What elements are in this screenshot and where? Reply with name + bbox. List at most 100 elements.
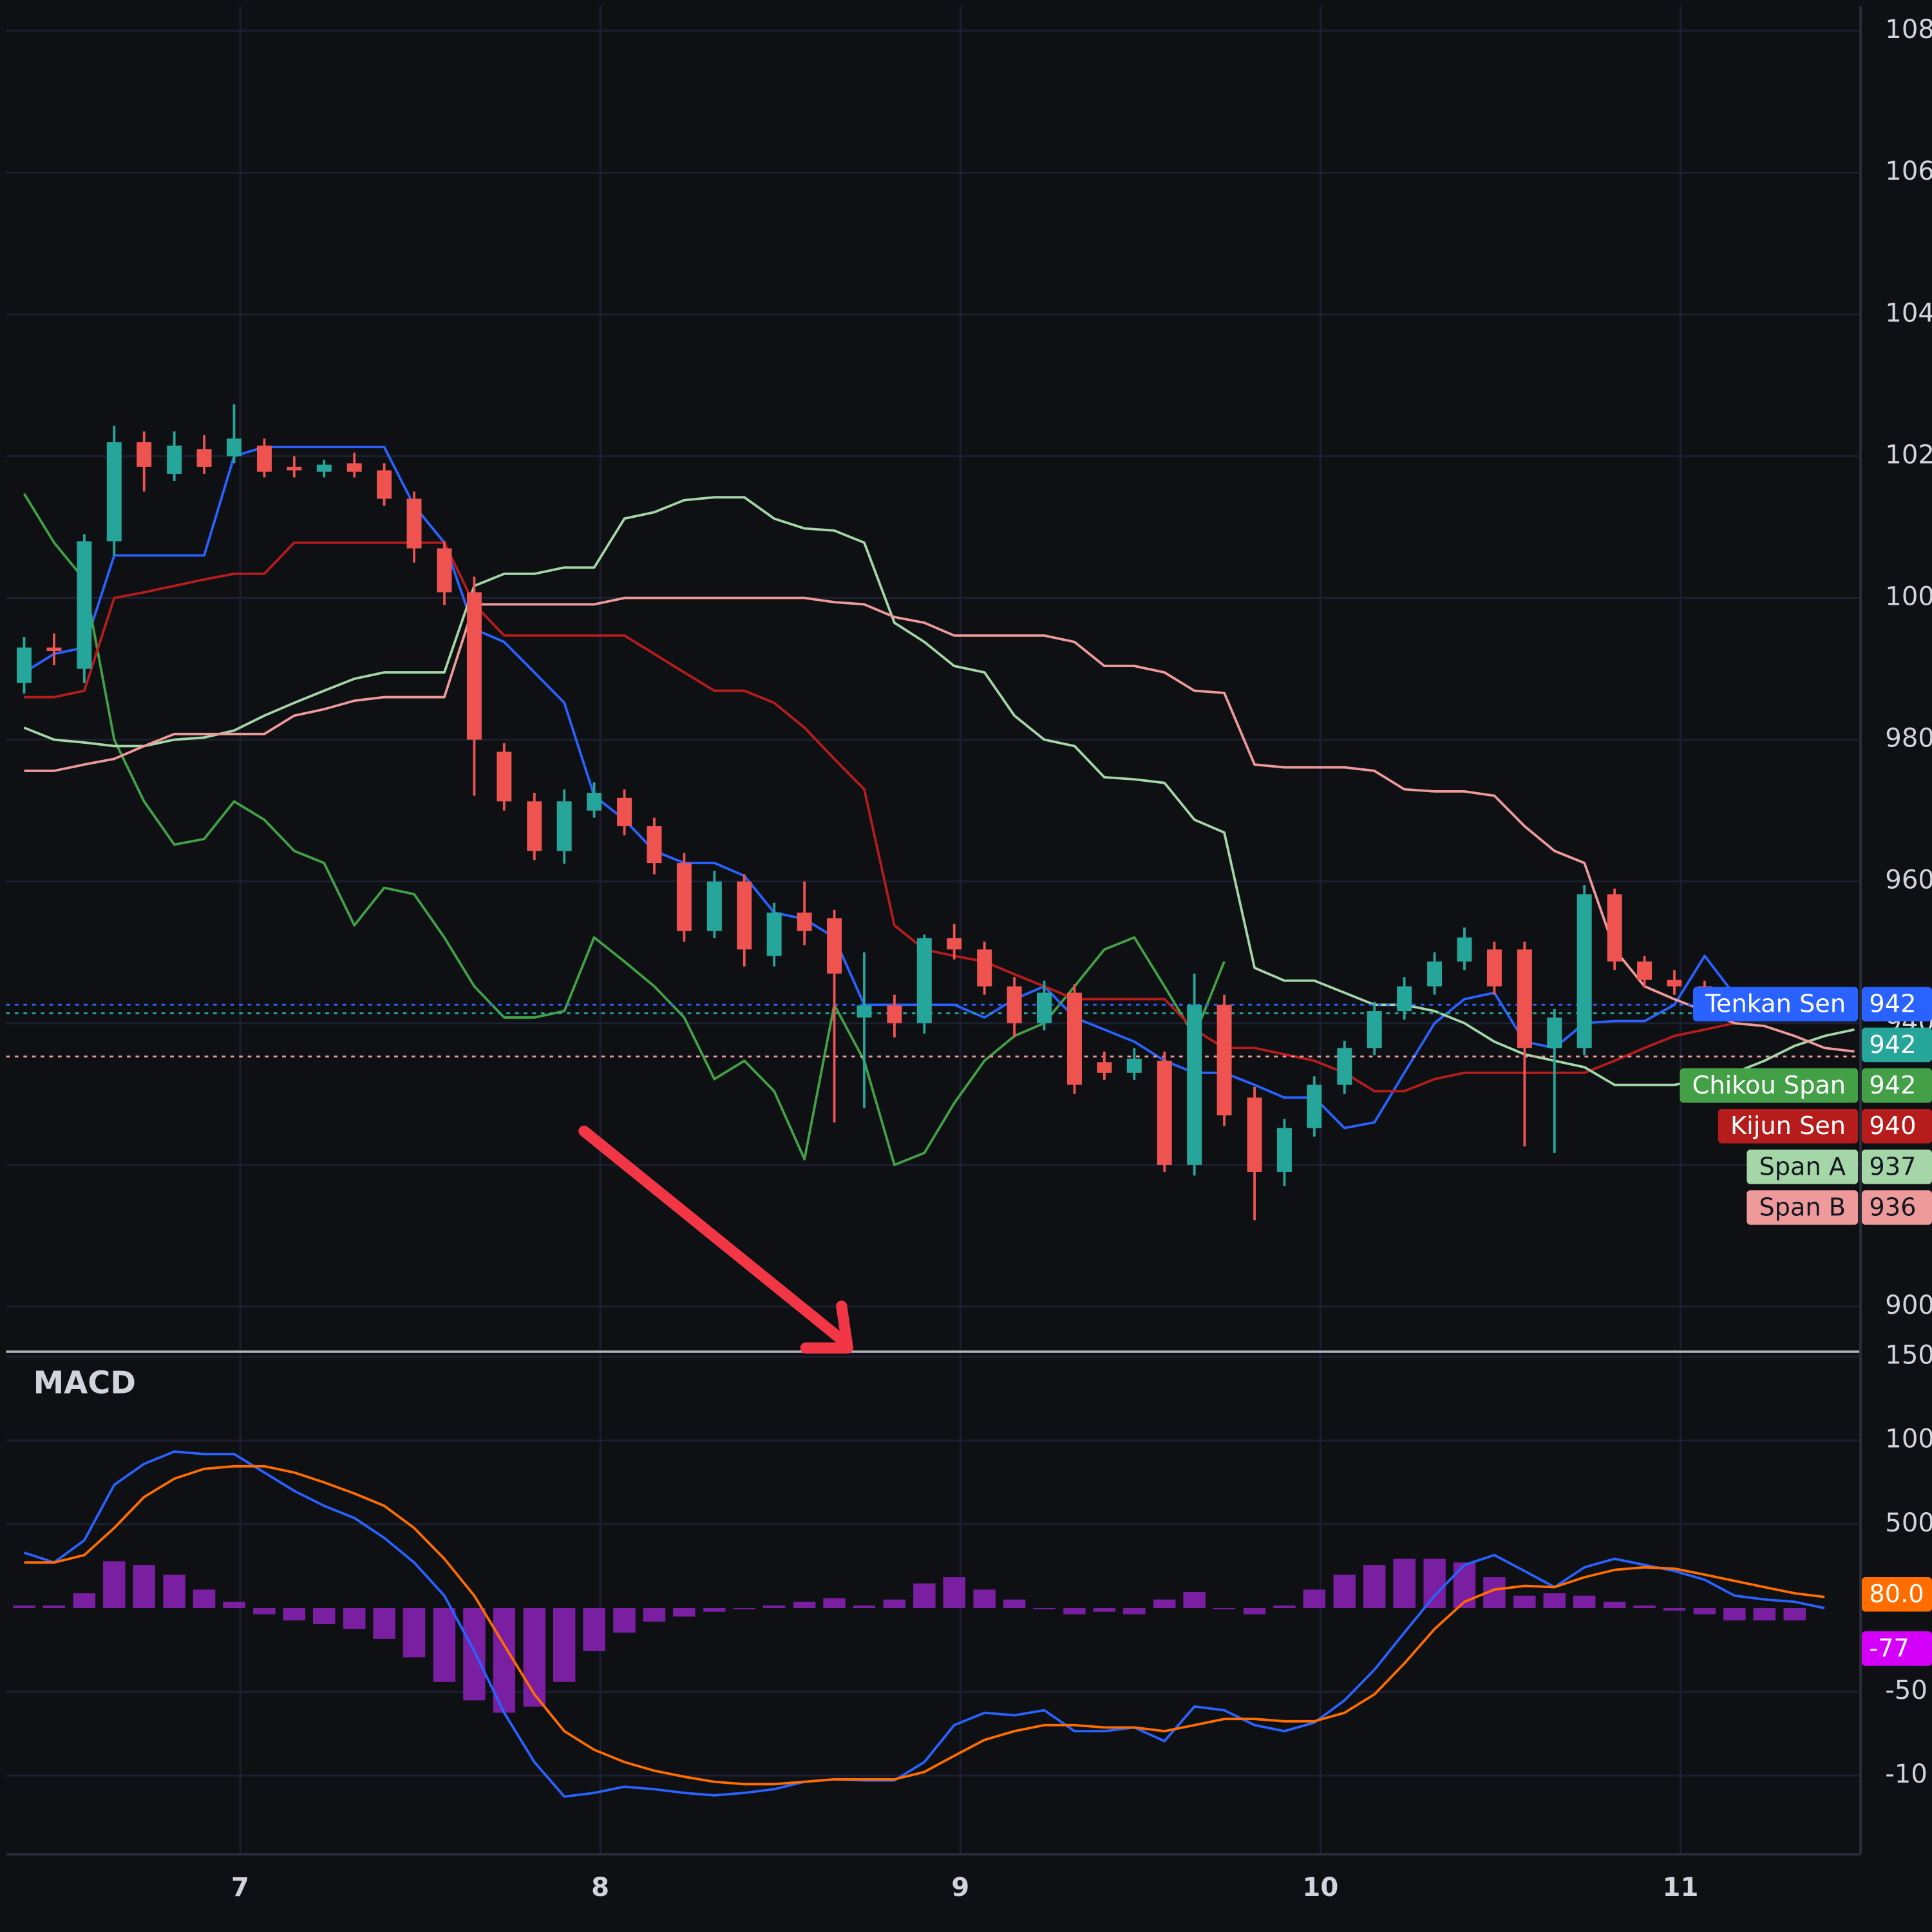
histogram-bar bbox=[1003, 1599, 1026, 1608]
histogram-bar bbox=[1183, 1591, 1206, 1608]
name-tag-bg bbox=[1692, 987, 1859, 1022]
candle-body bbox=[1607, 894, 1622, 962]
histogram-bar bbox=[1573, 1595, 1596, 1608]
histogram-bar bbox=[1333, 1575, 1356, 1608]
macd-line bbox=[24, 1464, 1825, 1786]
histogram-bar bbox=[402, 1607, 426, 1658]
candle-body bbox=[346, 463, 362, 472]
price-tags: 942 Tenkan Sen 942 942 Chikou Span 940 Kijun S… bbox=[1680, 987, 1932, 1666]
histogram-bar bbox=[193, 1589, 216, 1608]
histogram-bar bbox=[13, 1605, 35, 1608]
value-tag: 940 bbox=[1869, 1112, 1916, 1141]
histogram-bar bbox=[913, 1583, 936, 1608]
candle-body bbox=[167, 445, 182, 474]
histogram-bar bbox=[163, 1575, 185, 1608]
candle-body bbox=[766, 913, 782, 956]
value-tag: -77 bbox=[1869, 1634, 1909, 1663]
histogram-bar bbox=[343, 1607, 366, 1629]
histogram-bar bbox=[1423, 1558, 1446, 1608]
histogram-bar bbox=[1123, 1607, 1146, 1615]
histogram-bar bbox=[673, 1607, 696, 1617]
histogram-bar bbox=[1153, 1599, 1176, 1608]
y-tick-label: 980 bbox=[1885, 724, 1932, 753]
name-tag: Span A bbox=[1759, 1152, 1846, 1181]
candle-body bbox=[1637, 961, 1653, 980]
name-tag: Chikou Span bbox=[1692, 1071, 1846, 1100]
histogram-bar bbox=[103, 1561, 126, 1608]
y-tick-label: -50 bbox=[1885, 1676, 1927, 1705]
histogram-bar bbox=[1213, 1607, 1236, 1609]
histogram-bar bbox=[1063, 1607, 1086, 1615]
histogram-bar bbox=[553, 1607, 576, 1682]
histogram-bar bbox=[1693, 1607, 1716, 1615]
y-tick-label: 150 bbox=[1885, 1341, 1932, 1370]
histogram-bar bbox=[733, 1607, 755, 1609]
candle-body bbox=[377, 470, 392, 499]
candle-body bbox=[916, 938, 932, 1023]
candle-body bbox=[1066, 992, 1082, 1085]
y-tick-label: 108 bbox=[1885, 15, 1932, 44]
histogram-bar bbox=[1753, 1607, 1776, 1621]
histogram-bar bbox=[943, 1577, 965, 1608]
histogram-bar bbox=[1033, 1607, 1056, 1609]
x-tick-label: 9 bbox=[951, 1873, 969, 1902]
y-tick-label: 100 bbox=[1885, 582, 1932, 611]
y-tick-label: 100 bbox=[1885, 1425, 1932, 1454]
indicator-line bbox=[23, 496, 1855, 1086]
histogram-bar bbox=[703, 1607, 726, 1612]
name-tag-bg bbox=[1718, 1108, 1859, 1144]
histogram-bar bbox=[1243, 1607, 1266, 1615]
arrow-head bbox=[800, 1300, 853, 1354]
name-tag-bg bbox=[1747, 1190, 1859, 1225]
name-tag: Span B bbox=[1759, 1193, 1846, 1222]
candle-body bbox=[77, 541, 92, 669]
y-tick-label: 960 bbox=[1885, 866, 1932, 895]
histogram-bar bbox=[523, 1607, 546, 1707]
candle-body bbox=[1397, 986, 1412, 1012]
candle-body bbox=[227, 438, 242, 457]
candle-body bbox=[316, 464, 332, 472]
histogram-bar bbox=[133, 1565, 155, 1608]
candle-body bbox=[857, 1005, 872, 1018]
candle-body bbox=[617, 797, 632, 826]
value-tag: 937 bbox=[1869, 1152, 1916, 1181]
candle-body bbox=[527, 801, 542, 851]
value-tag: 936 bbox=[1869, 1193, 1916, 1222]
histogram-bar bbox=[1633, 1605, 1656, 1608]
candle-body bbox=[947, 938, 962, 950]
histogram-bar bbox=[853, 1605, 876, 1608]
macd-line bbox=[23, 1450, 1825, 1798]
candle-body bbox=[287, 466, 302, 471]
histogram-bar bbox=[1783, 1607, 1806, 1621]
histogram-bar bbox=[1363, 1565, 1386, 1608]
candle-body bbox=[1037, 992, 1052, 1023]
candle-body bbox=[676, 863, 692, 931]
candle-body bbox=[1367, 1011, 1382, 1048]
histogram-bar bbox=[883, 1599, 906, 1608]
value-tag-bg bbox=[1861, 1068, 1932, 1103]
histogram-bar bbox=[1273, 1605, 1296, 1608]
candle-body bbox=[797, 913, 812, 931]
candle-body bbox=[737, 881, 752, 950]
candle-body bbox=[1126, 1058, 1142, 1073]
candle-body bbox=[556, 801, 572, 851]
macd-panel bbox=[13, 1450, 1825, 1798]
candle-body bbox=[706, 881, 722, 931]
candle-body bbox=[17, 647, 32, 683]
histogram-bar bbox=[1303, 1589, 1326, 1608]
candle-body bbox=[106, 442, 122, 542]
histogram-bar bbox=[793, 1602, 816, 1608]
candle-body bbox=[1157, 1061, 1172, 1165]
grid bbox=[6, 6, 1861, 1855]
value-tag: 80.0 bbox=[1869, 1580, 1924, 1609]
name-tag: Tenkan Sen bbox=[1705, 990, 1846, 1019]
y-tick-label: 900 bbox=[1885, 1291, 1932, 1320]
histogram-bar bbox=[283, 1607, 306, 1621]
candle-body bbox=[977, 949, 992, 987]
histogram-bar bbox=[1513, 1595, 1536, 1608]
candle-body bbox=[1667, 980, 1682, 987]
macd-title: MACD bbox=[33, 1366, 136, 1401]
candle-body bbox=[887, 1005, 902, 1023]
annotation-arrow bbox=[578, 1125, 853, 1354]
